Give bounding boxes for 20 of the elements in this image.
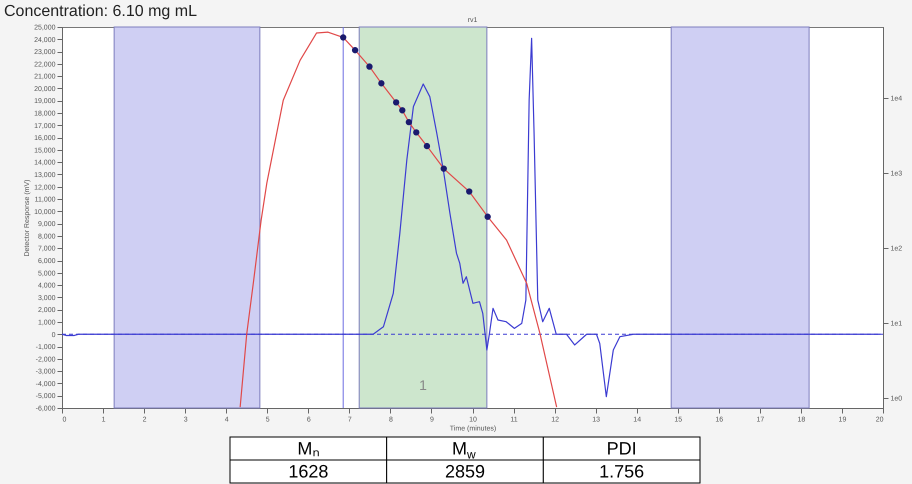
point: [413, 129, 420, 136]
text: 2859: [444, 462, 486, 482]
text: Mₙ: [297, 438, 320, 458]
text: 1.756: [599, 462, 644, 482]
point: [366, 63, 373, 70]
point: [378, 80, 385, 86]
point: [440, 165, 447, 172]
point: [352, 47, 358, 54]
line-series: [240, 32, 558, 408]
point: [392, 99, 400, 106]
chart-title: Concentration: 6.10 mg mL: [4, 3, 198, 20]
point: [340, 34, 346, 41]
text: PDI: [606, 438, 637, 458]
point: [466, 188, 472, 195]
point: [399, 107, 406, 114]
text: 1628: [288, 462, 328, 482]
point: [424, 142, 430, 150]
point: [484, 214, 491, 220]
point: [406, 118, 412, 126]
band-label: 1: [419, 377, 428, 393]
